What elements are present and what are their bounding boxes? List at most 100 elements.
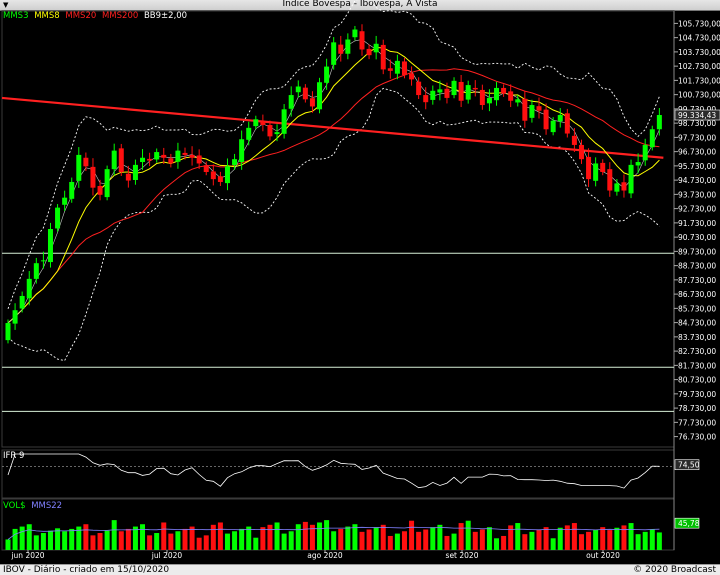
candle-body xyxy=(33,263,39,279)
price-candle xyxy=(543,103,549,135)
price-candle xyxy=(118,143,124,176)
legend-mms200: MMS200 xyxy=(101,11,139,21)
candle-body xyxy=(324,66,330,83)
candle-body xyxy=(210,171,216,180)
y-tick-label: 81.730,00 xyxy=(678,361,716,370)
volume-bar xyxy=(154,533,160,550)
volume-bar xyxy=(494,538,500,550)
price-candle xyxy=(111,143,117,176)
volume-bar xyxy=(373,527,379,550)
price-candle xyxy=(302,84,308,103)
ma8-line xyxy=(7,46,660,324)
volume-bar xyxy=(479,529,485,550)
price-candle xyxy=(451,77,457,99)
volume-bar xyxy=(635,534,641,550)
price-candle xyxy=(656,108,662,136)
y-tick-label: 86.730,00 xyxy=(678,290,716,299)
volume-bar xyxy=(76,526,82,550)
candle-body xyxy=(224,166,230,184)
candle-body xyxy=(635,162,641,166)
price-candle xyxy=(90,158,96,196)
volume-bar xyxy=(267,524,273,550)
candle-body xyxy=(359,31,365,50)
y-tick-label: 99.730,00 xyxy=(678,105,716,114)
price-candle xyxy=(260,114,266,132)
candle-body xyxy=(47,229,53,263)
price-candle xyxy=(409,66,415,86)
candle-body xyxy=(479,89,485,106)
price-candle xyxy=(352,25,358,41)
candle-body xyxy=(97,185,103,195)
ifr-last-label: 74,50 xyxy=(678,461,700,470)
panel-frame xyxy=(1,10,675,448)
volume-bar xyxy=(196,537,202,550)
volume-bar xyxy=(401,531,407,550)
candle-body xyxy=(203,165,209,173)
legend-mms8: MMS8 xyxy=(34,11,60,21)
y-tick-label: 92.730,00 xyxy=(678,205,716,214)
volume-bar xyxy=(168,533,174,550)
volume-bar xyxy=(239,528,245,550)
legend-bb: BB9±2,00 xyxy=(143,11,188,21)
volume-bar xyxy=(430,527,436,550)
volume-bar xyxy=(593,529,599,550)
y-tick-label: 96.730,00 xyxy=(678,148,716,157)
candle-body xyxy=(458,81,464,101)
volume-bar xyxy=(387,535,393,550)
price-candle xyxy=(380,39,386,75)
price-candle xyxy=(203,161,209,176)
price-candle xyxy=(373,35,379,60)
y-tick-label: 104.730,00 xyxy=(678,34,720,43)
price-candle xyxy=(125,165,131,188)
volume-bar xyxy=(90,535,96,550)
volume-bar xyxy=(550,538,556,550)
volume-bar xyxy=(501,535,507,550)
volume-bar xyxy=(607,530,613,550)
dropdown-arrow-icon[interactable]: ▼ xyxy=(3,1,9,9)
volume-bar xyxy=(656,532,662,550)
volume-bar xyxy=(486,527,492,550)
volume-bar xyxy=(104,530,110,550)
price-candle xyxy=(444,82,450,104)
price-candle xyxy=(515,94,521,107)
y-tick-label: 83.730,00 xyxy=(678,333,716,342)
window-title: Índice Bovespa - Ibovespa, À Vista xyxy=(282,0,438,9)
price-candle xyxy=(161,147,167,165)
price-candle xyxy=(217,171,223,186)
candle-body xyxy=(62,197,68,205)
price-candle xyxy=(239,130,245,170)
candle-body xyxy=(387,68,393,71)
price-candle xyxy=(536,97,542,119)
price-candle xyxy=(501,84,507,97)
candle-body xyxy=(593,163,599,181)
candle-body xyxy=(111,150,117,170)
price-candle xyxy=(104,165,110,201)
panel-frame xyxy=(1,449,675,499)
candle-body xyxy=(607,169,613,191)
price-candle xyxy=(331,37,337,70)
volume-bar xyxy=(628,523,634,550)
candle-body xyxy=(5,323,11,341)
volume-bar xyxy=(147,535,153,550)
volume-bar xyxy=(465,520,471,550)
candle-body xyxy=(614,183,620,192)
legend-mms3: MMS3 xyxy=(3,11,29,21)
last-price-label: 99.334,43 xyxy=(678,111,716,120)
price-candle xyxy=(437,80,443,101)
price-candle xyxy=(366,44,372,60)
candle-body xyxy=(366,48,372,56)
ifr-title: IFR 9 xyxy=(3,451,25,461)
candle-body xyxy=(394,60,400,74)
y-tick-label: 97.730,00 xyxy=(678,133,716,142)
candle-body xyxy=(465,85,471,100)
footer-bar: IBOV - Diário - criado em 15/10/2020 © 2… xyxy=(0,564,720,575)
volume-bar xyxy=(366,529,372,550)
price-candle xyxy=(387,59,393,79)
y-tick-label: 95.730,00 xyxy=(678,162,716,171)
volume-bar xyxy=(578,534,584,550)
y-tick-label: 90.730,00 xyxy=(678,233,716,242)
candle-body xyxy=(345,39,351,54)
volume-bar xyxy=(246,526,252,550)
price-candle xyxy=(635,153,641,174)
